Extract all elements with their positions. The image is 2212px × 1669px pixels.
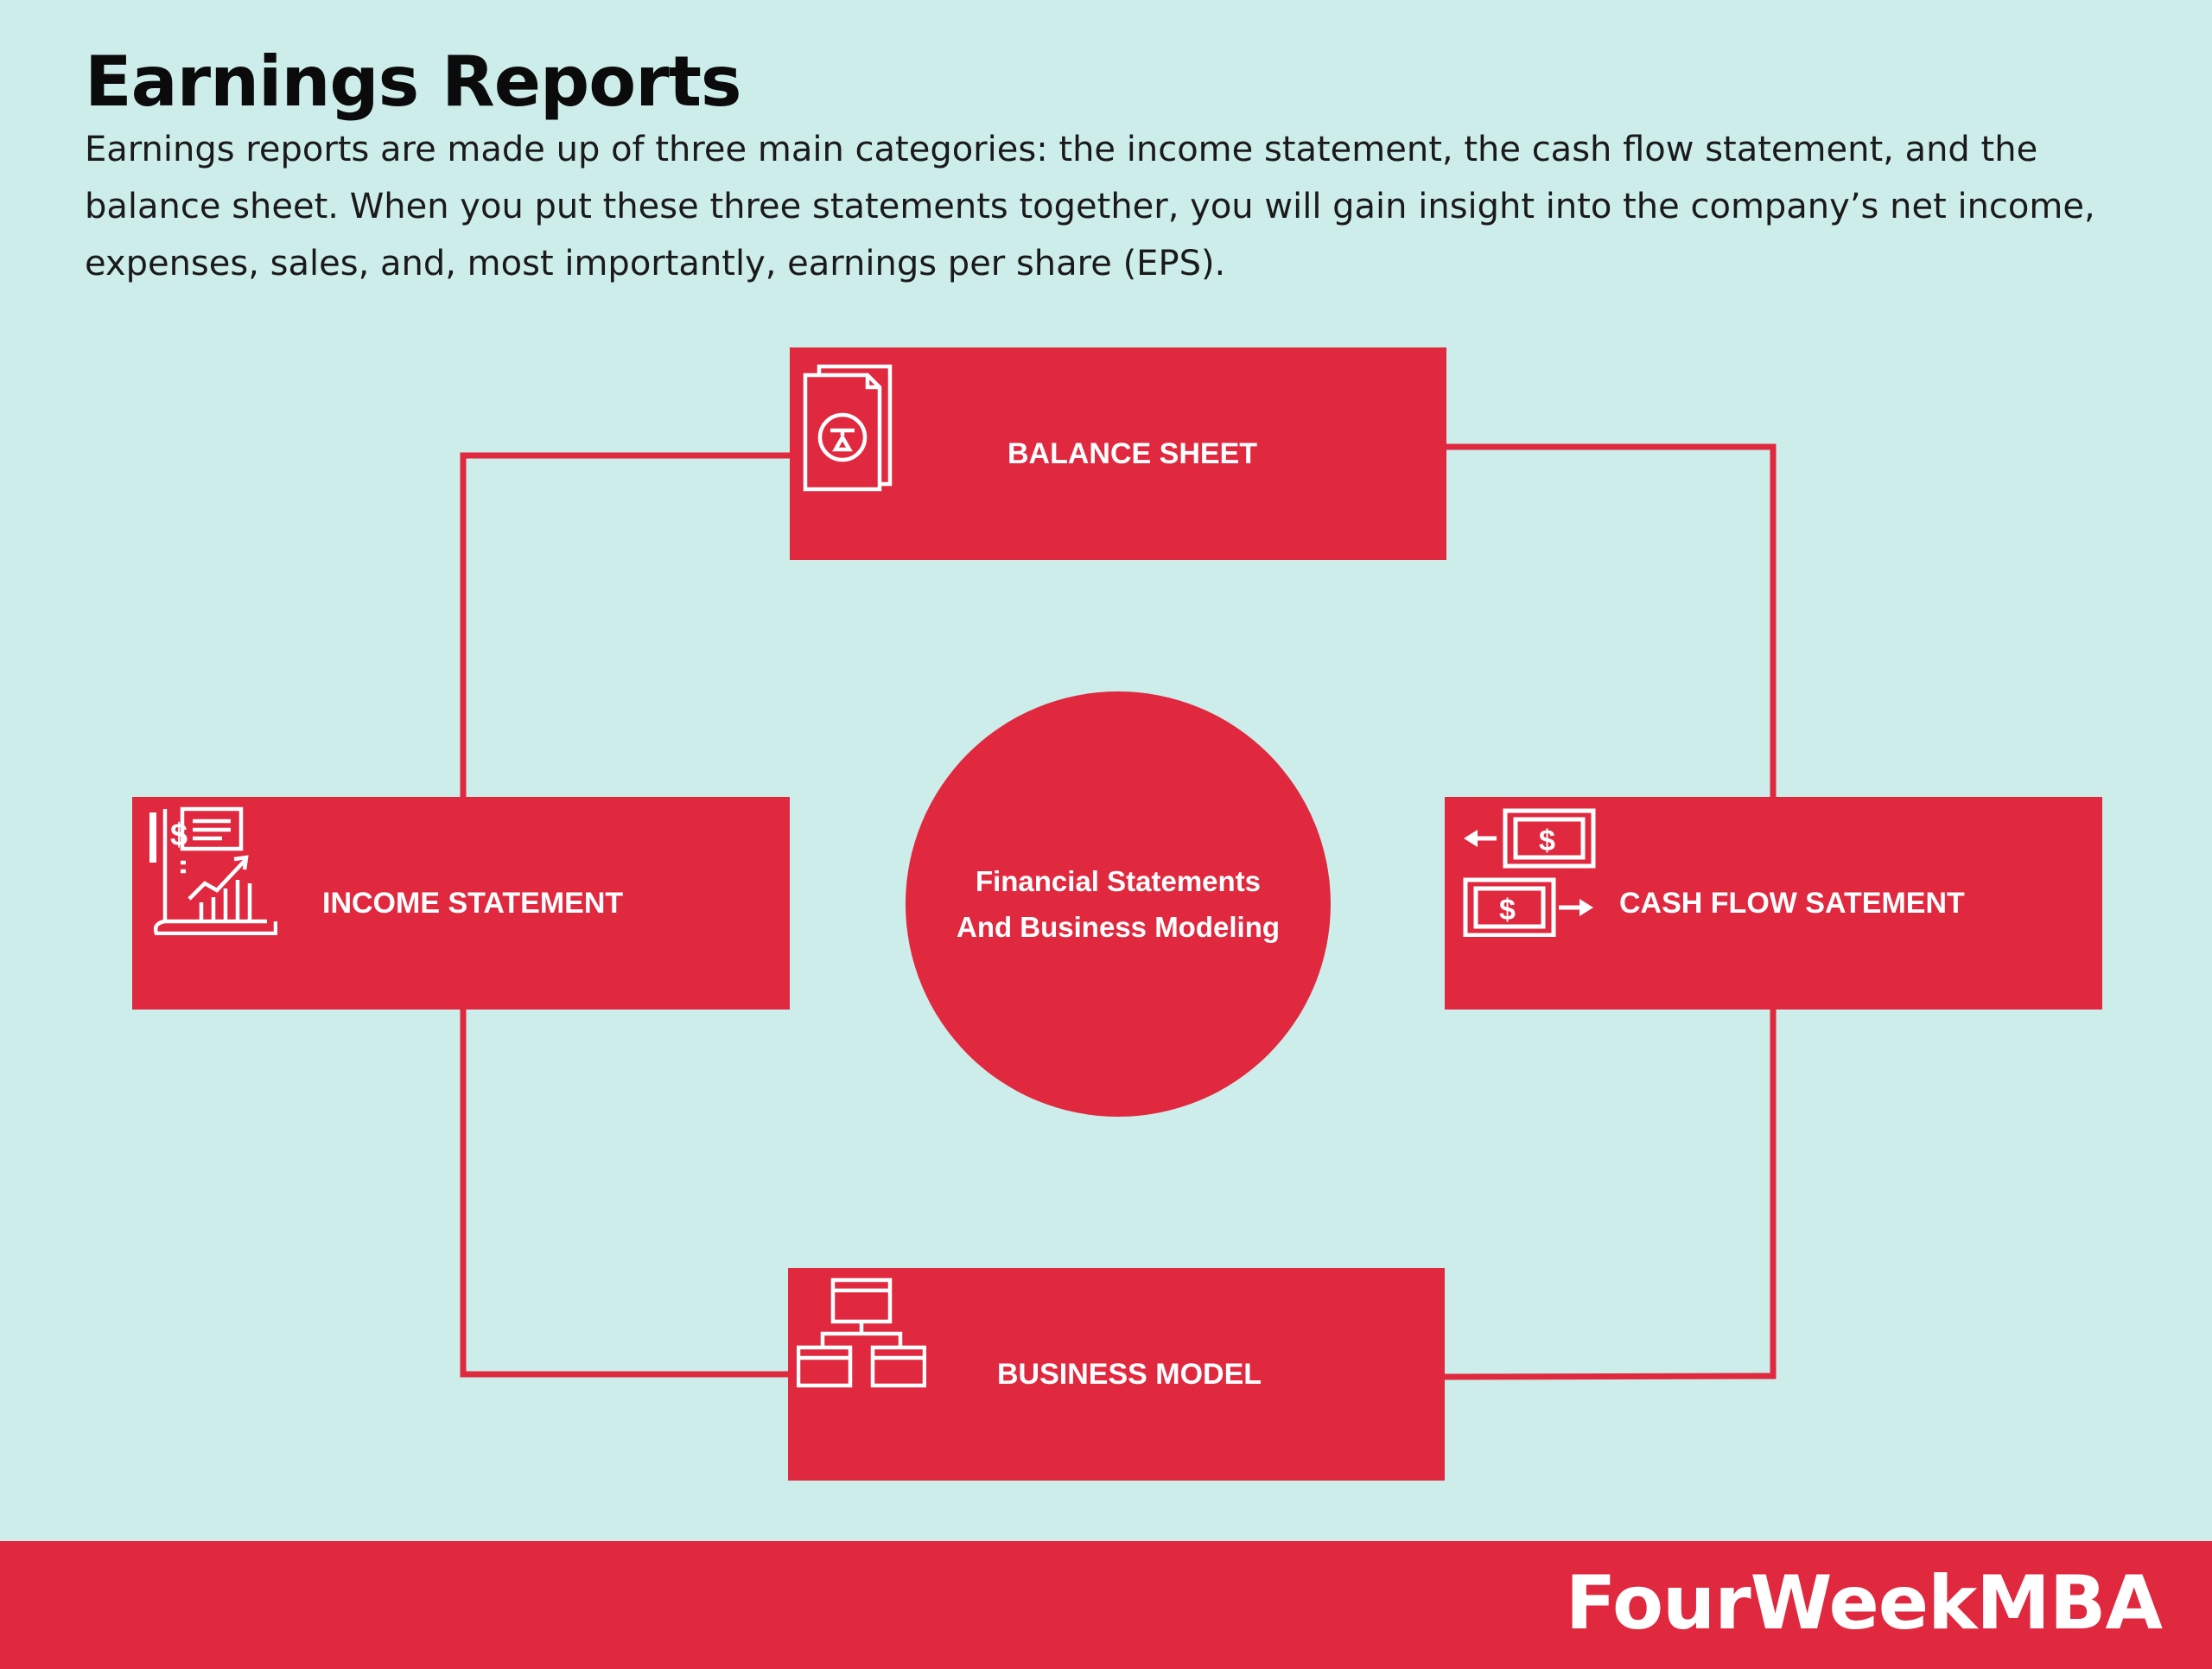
business-model-label: BUSINESS MODEL	[997, 1357, 1262, 1391]
balance-sheet-label: BALANCE SHEET	[1007, 436, 1258, 470]
brand-logo: FourWeekMBA	[1565, 1560, 2163, 1647]
hierarchy-icon	[797, 1277, 926, 1388]
business-model-box: BUSINESS MODEL	[788, 1268, 1445, 1481]
cash-flow-label: CASH FLOW SATEMENT	[1619, 886, 1965, 920]
connector-cashflow-business	[1444, 1009, 1777, 1380]
center-circle: Financial Statements And Business Modeli…	[906, 691, 1331, 1117]
balance-sheet-box: BALANCE SHEET	[790, 347, 1446, 560]
financial-report-chart-icon: $	[149, 806, 277, 935]
connector-income-balance	[460, 452, 790, 797]
page-title: Earnings Reports	[85, 41, 742, 122]
footer-bar: FourWeekMBA	[0, 1541, 2212, 1669]
income-statement-label: INCOME STATEMENT	[322, 886, 624, 920]
svg-text:$: $	[1539, 825, 1555, 857]
svg-text:$: $	[1499, 894, 1516, 927]
document-scale-icon	[803, 364, 893, 492]
page-description: Earnings reports are made up of three ma…	[85, 130, 2095, 283]
center-label: Financial Statements And Business Modeli…	[956, 865, 1281, 943]
income-statement-box: $ INCOME STATEMENT	[132, 797, 790, 1010]
cash-flow-box: $ $ CASH FLOW SATEMENT	[1445, 797, 2102, 1010]
connector-balance-cashflow	[1445, 443, 1777, 797]
connector-business-income	[460, 1009, 790, 1378]
money-transfer-icon: $ $	[1463, 808, 1596, 937]
svg-text:$: $	[170, 817, 188, 852]
